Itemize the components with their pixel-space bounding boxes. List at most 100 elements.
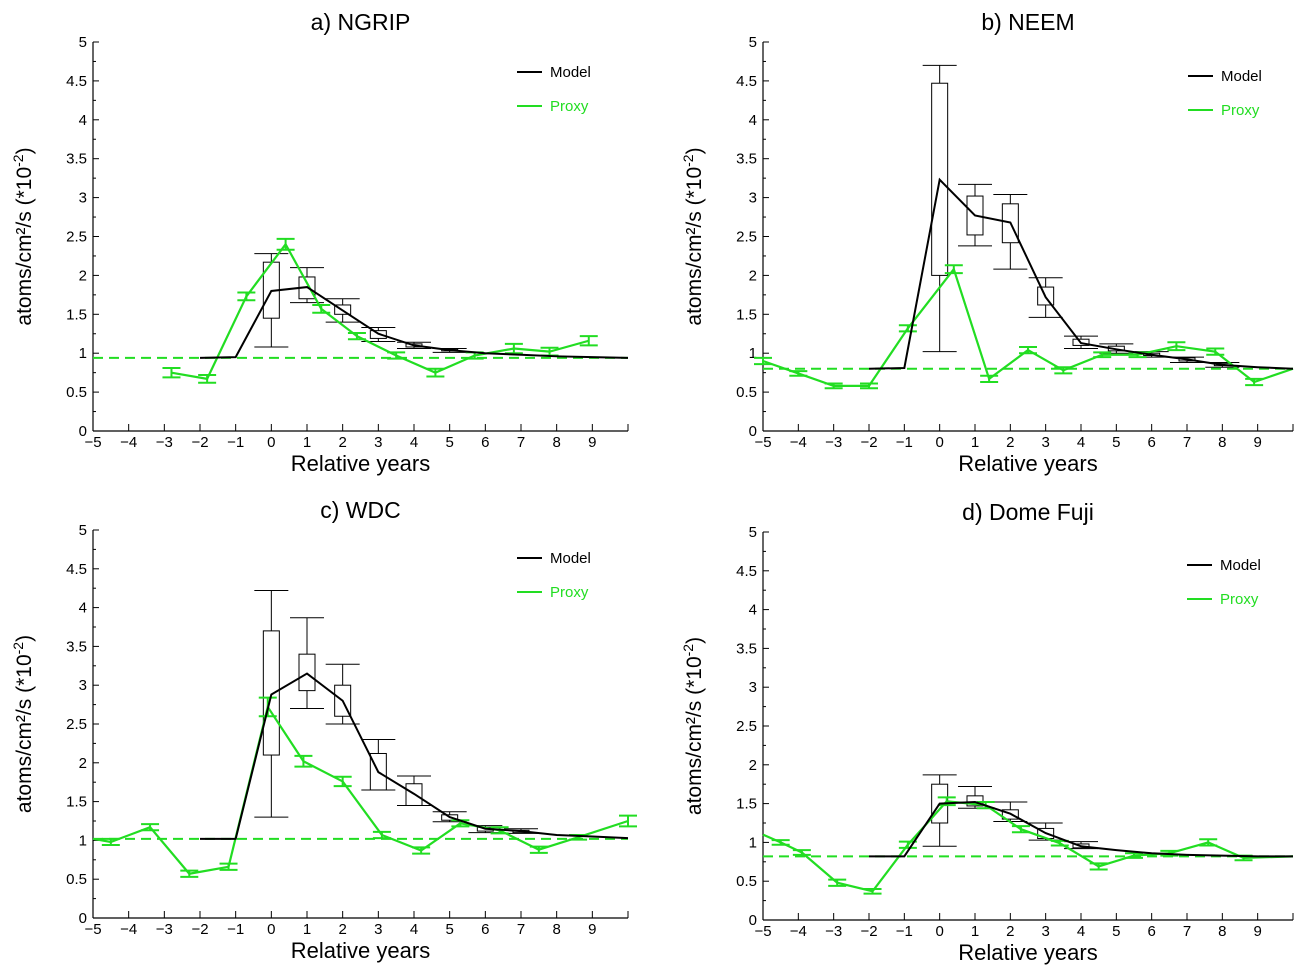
proxy-error-bar [980,374,999,383]
proxy-error-bar [1167,341,1186,352]
y-tick-label: 2.5 [66,229,87,246]
x-tick-label: −3 [825,923,842,940]
proxy-error-bar [754,356,772,366]
legend: Model Proxy [517,64,591,115]
x-tick-label: −4 [790,434,807,451]
y-tick-label: 1.5 [736,306,757,323]
x-tick-label: −5 [754,923,771,940]
y-tick-label: 0.5 [736,384,757,401]
y-tick-label: 0.5 [66,871,87,888]
x-tick-label: 7 [517,921,525,938]
proxy-error-bar [276,237,295,251]
proxy-error-bar [1054,366,1073,375]
y-tick-label: 4 [79,112,87,129]
y-tick-label: 1.5 [66,794,87,811]
y-axis-label-exponent: -2 [680,644,696,657]
x-tick-label: 5 [445,434,453,451]
x-tick-label: 6 [1147,923,1155,940]
y-tick-label: 5 [749,34,757,51]
y-tick-label: 5 [79,34,87,51]
proxy-error-bar [792,849,811,856]
chart-panel-4: d) Dome Fuji 0 0.5 1 1.5 2 2.5 3 3.5 4 4.5 5 −5 −4 −3 −… [680,499,1294,965]
y-tick-label: 3.5 [736,640,757,657]
legend-label-proxy: Proxy [1220,591,1259,608]
x-tick-label: −3 [156,434,173,451]
proxy-error-bar [898,324,917,333]
y-axis-label-main: atoms/cm²/s (*10 [13,654,36,813]
y-tick-label: 2 [749,757,757,774]
proxy-error-bar [198,373,217,384]
y-tick-label: 3.5 [66,638,87,655]
x-tick-label: 6 [481,921,489,938]
x-tick-label: 2 [1006,923,1014,940]
y-tick-label: 3 [79,677,87,694]
proxy-error-bar [387,351,406,360]
proxy-error-bar [529,845,548,854]
x-tick-label: 2 [338,434,346,451]
proxy-error-bar [1245,377,1264,387]
proxy-error-bar [312,303,331,314]
x-tick-label: 3 [374,434,382,451]
proxy-error-bar [860,382,878,390]
y-tick-label: 1.5 [736,796,757,813]
proxy-error-bar [944,264,963,275]
y-axis-label-main: atoms/cm²/s (*10 [683,656,706,815]
x-tick-label: 8 [1218,434,1226,451]
x-tick-label: −2 [860,923,877,940]
proxy-error-bar [1199,838,1218,847]
model-box [922,64,957,353]
model-box [254,253,289,348]
y-tick-label: 1 [749,345,757,362]
y-tick-label: 2 [79,267,87,284]
proxy-error-bar [863,887,882,895]
x-tick-label: −1 [896,923,913,940]
x-tick-label: 7 [1183,923,1191,940]
x-tick-label: 1 [303,434,311,451]
proxy-series-line [92,704,629,875]
x-tick-label: 1 [303,921,311,938]
proxy-error-bar [828,878,847,887]
y-tick-label: 3 [749,679,757,696]
proxy-error-bar [412,846,431,855]
x-tick-label: −3 [825,434,842,451]
model-series-line [869,801,1293,858]
y-tick-label: 2.5 [736,718,757,735]
y-tick-label: 4 [749,112,757,129]
y-axis-label-main: atoms/cm²/s (*10 [683,167,706,326]
proxy-error-bar [824,382,843,390]
proxy-error-bar [426,367,445,378]
y-axis-label-close: ) [13,635,36,642]
proxy-error-bar [619,814,637,828]
x-tick-label: −3 [156,921,173,938]
x-tick-label: 1 [971,923,979,940]
x-tick-label: 7 [1183,434,1191,451]
x-tick-label: 7 [517,434,525,451]
x-tick-label: −1 [227,921,244,938]
y-tick-label: 1 [749,834,757,851]
x-tick-label: 8 [1218,923,1226,940]
proxy-error-bar [1093,351,1112,359]
legend-label-model: Model [1220,557,1261,574]
y-tick-label: 0 [79,423,87,440]
x-tick-label: 0 [935,923,943,940]
y-tick-label: 1 [79,832,87,849]
chart-title: b) NEEM [981,9,1074,35]
legend-label-model: Model [1221,68,1262,85]
y-axis-label-close: ) [683,147,706,154]
model-box [1064,335,1098,350]
y-tick-label: 5 [749,524,757,541]
x-tick-label: −4 [790,923,807,940]
y-tick-label: 1 [79,345,87,362]
y-tick-label: 4.5 [66,561,87,578]
proxy-error-bar [101,837,120,847]
x-tick-label: 4 [410,434,418,451]
model-box [361,739,396,791]
x-tick-label: 0 [267,434,275,451]
chart-title: d) Dome Fuji [962,499,1094,525]
proxy-error-bar [162,366,181,379]
y-axis-label: atoms/cm²/s (*10-2) [680,147,706,325]
x-tick-label: −1 [227,434,244,451]
y-axis-label: atoms/cm²/s (*10-2) [10,635,36,813]
y-tick-label: 0 [79,910,87,927]
x-tick-label: 4 [410,921,418,938]
